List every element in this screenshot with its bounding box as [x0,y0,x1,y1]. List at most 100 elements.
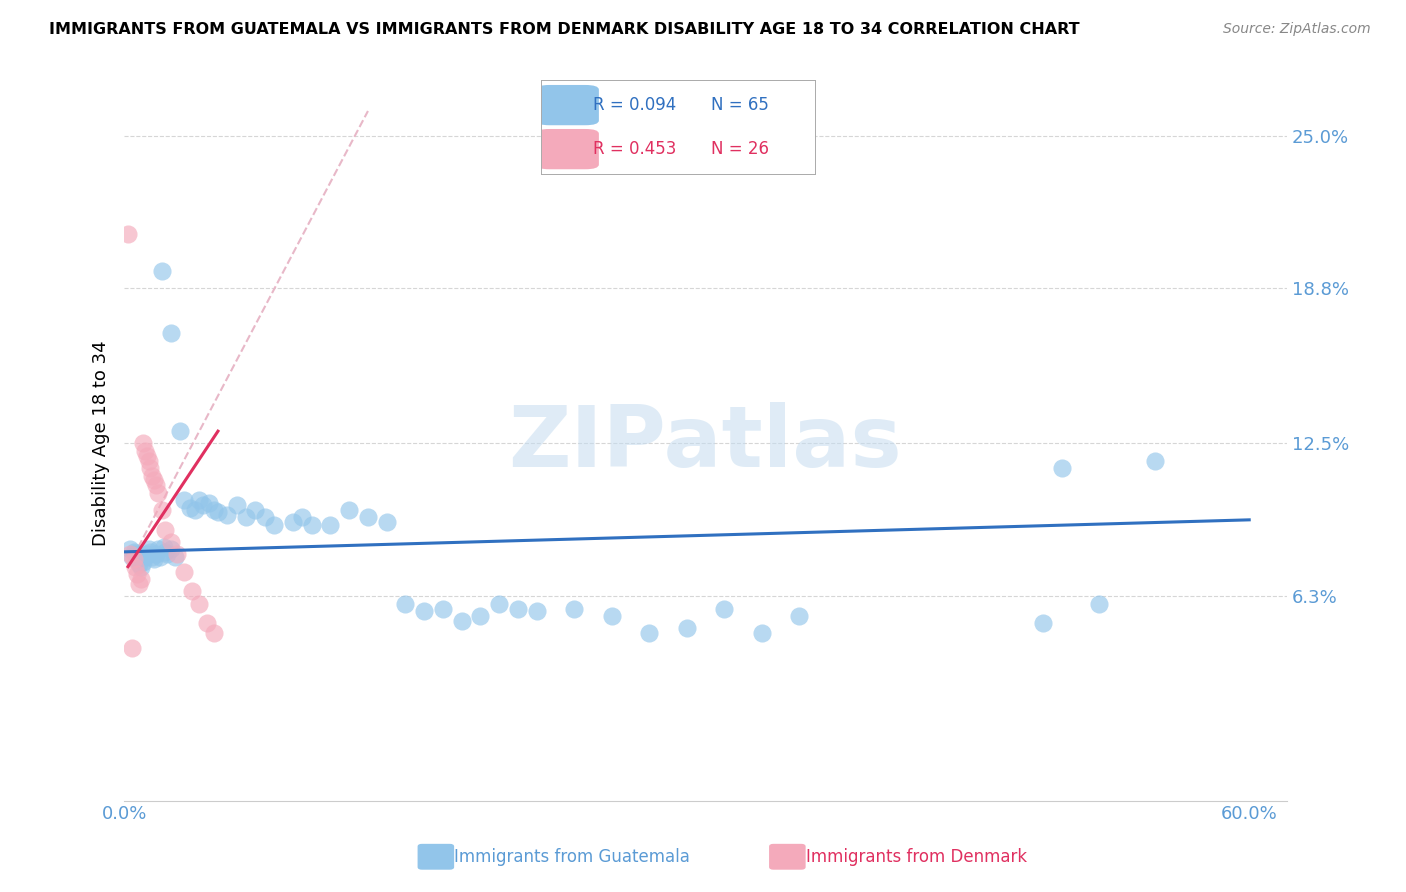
Point [600,608,623,623]
Point [150,264,173,278]
Point [132,555,155,569]
Point [138,454,160,468]
Point [180,584,202,599]
Point [375,516,398,530]
Point [562,601,585,615]
Text: Source: ZipAtlas.com: Source: ZipAtlas.com [1223,22,1371,37]
Point [156,547,179,561]
Point [184,503,207,517]
Text: IMMIGRANTS FROM GUATEMALA VS IMMIGRANTS FROM DENMARK DISABILITY AGE 18 TO 34 COR: IMMIGRANTS FROM GUATEMALA VS IMMIGRANTS … [49,22,1080,37]
Point [143,552,166,566]
Point [139,461,162,475]
Point [675,621,697,635]
Point [117,227,139,241]
Point [127,567,149,582]
Point [160,326,183,340]
Point [488,597,510,611]
Point [281,516,304,530]
Point [450,614,472,628]
Point [357,510,380,524]
Point [713,601,735,615]
FancyBboxPatch shape [536,129,599,169]
Point [432,601,454,615]
Point [118,542,141,557]
Point [751,626,773,640]
Point [787,608,810,623]
Point [145,547,167,561]
Point [301,517,323,532]
Point [413,604,436,618]
Point [217,508,239,522]
Point [173,493,195,508]
Point [150,503,173,517]
Text: Immigrants from Guatemala: Immigrants from Guatemala [454,848,690,866]
Point [337,503,360,517]
Text: N = 65: N = 65 [711,96,769,114]
Point [152,540,174,554]
Point [145,478,167,492]
Point [132,436,155,450]
Point [526,604,548,618]
Point [155,545,177,559]
Point [139,545,162,559]
Point [118,547,141,561]
Point [245,503,267,517]
Point [263,517,285,532]
Point [394,597,416,611]
Point [143,474,166,488]
Point [179,500,201,515]
Point [191,498,214,512]
Point [146,542,169,557]
Point [197,495,219,509]
Point [188,493,211,508]
Point [141,468,163,483]
Text: ZIPatlas: ZIPatlas [509,402,903,485]
Point [1088,597,1111,611]
Point [160,542,183,557]
Point [1144,454,1167,468]
Point [122,545,145,559]
Point [128,577,150,591]
FancyBboxPatch shape [536,85,599,125]
Point [121,549,143,564]
Point [141,549,163,564]
Point [291,510,314,524]
Point [202,626,225,640]
Point [129,559,152,574]
Text: R = 0.094: R = 0.094 [593,96,676,114]
Point [127,552,149,566]
Point [146,485,169,500]
Point [506,601,529,615]
Point [149,549,172,564]
Point [195,616,218,631]
Point [470,608,492,623]
Point [121,640,143,655]
Point [166,547,188,561]
Point [225,498,247,512]
Point [638,626,661,640]
Point [1050,461,1073,475]
Point [128,557,150,571]
Point [188,597,211,611]
Point [135,449,157,463]
Text: R = 0.453: R = 0.453 [593,140,676,158]
Text: Immigrants from Denmark: Immigrants from Denmark [806,848,1026,866]
Point [163,549,186,564]
Point [253,510,276,524]
Point [155,523,177,537]
Point [169,424,191,438]
Point [319,517,342,532]
Point [134,443,156,458]
Point [124,559,146,574]
Point [207,505,229,519]
Point [235,510,257,524]
Point [202,503,225,517]
Point [124,547,146,561]
Y-axis label: Disability Age 18 to 34: Disability Age 18 to 34 [93,341,110,546]
Point [160,535,183,549]
Point [122,552,145,566]
Point [1032,616,1054,631]
Text: N = 26: N = 26 [711,140,769,158]
Point [135,547,157,561]
Point [134,549,156,564]
